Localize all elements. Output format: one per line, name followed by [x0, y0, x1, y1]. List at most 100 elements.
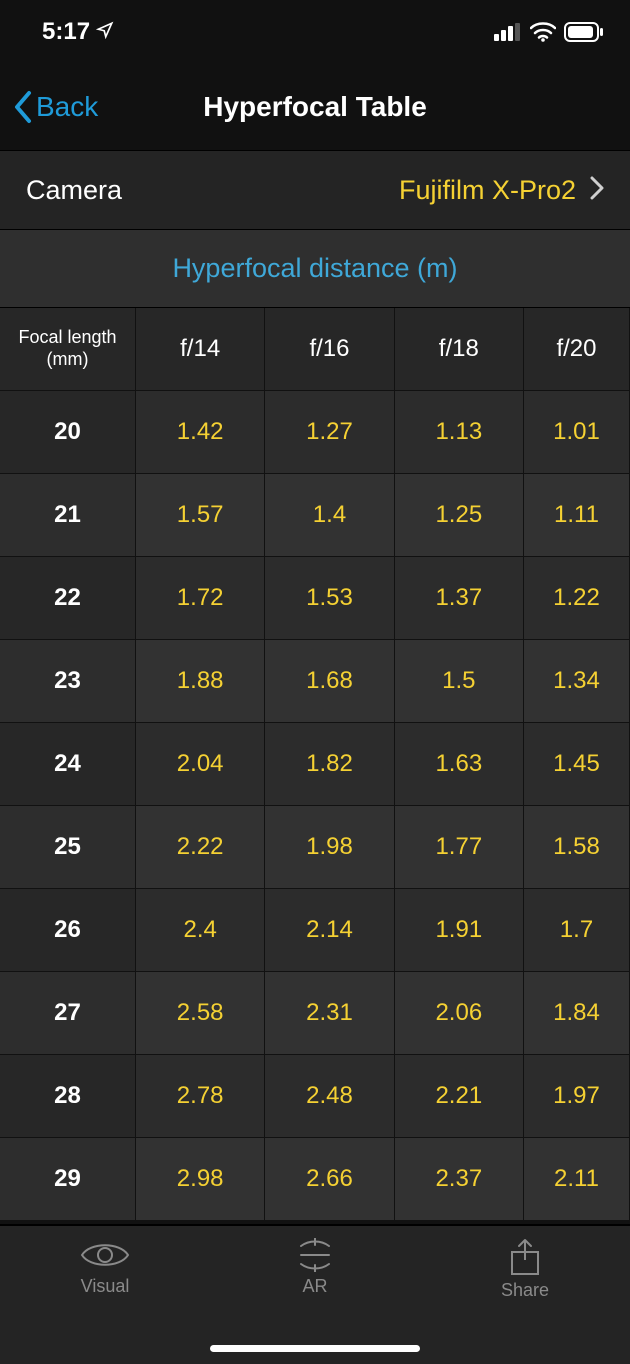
- tab-label: AR: [302, 1276, 327, 1297]
- table-row: 211.571.41.251.11: [0, 474, 630, 557]
- value-cell: 1.53: [265, 557, 394, 640]
- value-cell: 1.91: [395, 889, 524, 972]
- table-row: 231.881.681.51.34: [0, 640, 630, 723]
- value-cell: 1.82: [265, 723, 394, 806]
- value-cell: 2.78: [136, 1055, 265, 1138]
- value-cell: 1.11: [524, 474, 630, 557]
- value-cell: 2.98: [136, 1138, 265, 1221]
- value-cell: 1.98: [265, 806, 394, 889]
- status-bar: 5:17: [0, 0, 630, 64]
- value-cell: 1.84: [524, 972, 630, 1055]
- value-cell: 2.37: [395, 1138, 524, 1221]
- value-cell: 2.48: [265, 1055, 394, 1138]
- aperture-header[interactable]: f/14: [136, 308, 265, 391]
- value-cell: 2.66: [265, 1138, 394, 1221]
- back-button[interactable]: Back: [12, 89, 98, 125]
- value-cell: 1.01: [524, 391, 630, 474]
- table-row: 292.982.662.372.11: [0, 1138, 630, 1221]
- back-label: Back: [36, 91, 98, 123]
- wifi-icon: [530, 22, 556, 42]
- value-cell: 2.31: [265, 972, 394, 1055]
- value-cell: 1.58: [524, 806, 630, 889]
- nav-bar: Back Hyperfocal Table: [0, 64, 630, 150]
- value-cell: 1.72: [136, 557, 265, 640]
- camera-value-wrap: Fujifilm X-Pro2: [399, 175, 604, 206]
- value-cell: 1.57: [136, 474, 265, 557]
- value-cell: 1.7: [524, 889, 630, 972]
- aperture-header[interactable]: f/18: [395, 308, 524, 391]
- focal-length-header-line1: Focal length: [18, 327, 116, 349]
- battery-icon: [564, 22, 604, 42]
- value-cell: 1.88: [136, 640, 265, 723]
- home-indicator[interactable]: [210, 1345, 420, 1352]
- value-cell: 2.58: [136, 972, 265, 1055]
- value-cell: 1.45: [524, 723, 630, 806]
- table-row: 252.221.981.771.58: [0, 806, 630, 889]
- value-cell: 1.97: [524, 1055, 630, 1138]
- value-cell: 1.77: [395, 806, 524, 889]
- table-row: 221.721.531.371.22: [0, 557, 630, 640]
- focal-length-header-line2: (mm): [18, 349, 116, 371]
- camera-value: Fujifilm X-Pro2: [399, 175, 576, 206]
- value-cell: 2.11: [524, 1138, 630, 1221]
- value-cell: 1.13: [395, 391, 524, 474]
- value-cell: 2.22: [136, 806, 265, 889]
- value-cell: 1.68: [265, 640, 394, 723]
- tab-share[interactable]: Share: [425, 1238, 625, 1301]
- camera-label: Camera: [26, 175, 122, 206]
- value-cell: 2.14: [265, 889, 394, 972]
- focal-length-cell[interactable]: 27: [0, 972, 136, 1055]
- value-cell: 1.22: [524, 557, 630, 640]
- tab-bar: Visual AR Share: [0, 1224, 630, 1364]
- table-body[interactable]: 201.421.271.131.01211.571.41.251.11221.7…: [0, 391, 630, 1221]
- value-cell: 1.37: [395, 557, 524, 640]
- location-icon: [96, 18, 114, 46]
- value-cell: 1.42: [136, 391, 265, 474]
- aperture-header[interactable]: f/16: [265, 308, 394, 391]
- value-cell: 1.34: [524, 640, 630, 723]
- tab-visual[interactable]: Visual: [5, 1238, 205, 1297]
- table-row: 282.782.482.211.97: [0, 1055, 630, 1138]
- aperture-header[interactable]: f/20: [524, 308, 630, 391]
- focal-length-cell[interactable]: 28: [0, 1055, 136, 1138]
- tab-label: Share: [501, 1280, 549, 1301]
- focal-length-cell[interactable]: 29: [0, 1138, 136, 1221]
- tab-label: Visual: [81, 1276, 130, 1297]
- value-cell: 2.4: [136, 889, 265, 972]
- eye-icon: [80, 1238, 130, 1272]
- value-cell: 1.5: [395, 640, 524, 723]
- value-cell: 1.25: [395, 474, 524, 557]
- focal-length-cell[interactable]: 24: [0, 723, 136, 806]
- status-left: 5:17: [42, 18, 114, 46]
- focal-length-cell[interactable]: 26: [0, 889, 136, 972]
- ar-icon: [295, 1238, 335, 1272]
- value-cell: 1.4: [265, 474, 394, 557]
- focal-length-cell[interactable]: 21: [0, 474, 136, 557]
- focal-length-cell[interactable]: 20: [0, 391, 136, 474]
- status-time: 5:17: [42, 18, 90, 46]
- value-cell: 2.21: [395, 1055, 524, 1138]
- chevron-right-icon: [590, 176, 604, 205]
- status-right: [494, 22, 604, 42]
- value-cell: 2.06: [395, 972, 524, 1055]
- table-row: 242.041.821.631.45: [0, 723, 630, 806]
- focal-length-cell[interactable]: 25: [0, 806, 136, 889]
- focal-length-cell[interactable]: 23: [0, 640, 136, 723]
- focal-length-header: Focal length (mm): [0, 308, 136, 391]
- distance-header: Hyperfocal distance (m): [0, 230, 630, 308]
- page-title: Hyperfocal Table: [203, 91, 427, 123]
- focal-length-cell[interactable]: 22: [0, 557, 136, 640]
- cellular-icon: [494, 23, 522, 41]
- table-row: 262.42.141.911.7: [0, 889, 630, 972]
- table-header-row: Focal length (mm) f/14 f/16 f/18 f/20: [0, 308, 630, 391]
- value-cell: 1.63: [395, 723, 524, 806]
- hyperfocal-table: Focal length (mm) f/14 f/16 f/18 f/20 20…: [0, 308, 630, 1221]
- share-icon: [508, 1238, 542, 1276]
- value-cell: 2.04: [136, 723, 265, 806]
- tab-ar[interactable]: AR: [215, 1238, 415, 1297]
- table-row: 272.582.312.061.84: [0, 972, 630, 1055]
- value-cell: 1.27: [265, 391, 394, 474]
- table-row: 201.421.271.131.01: [0, 391, 630, 474]
- chevron-left-icon: [12, 89, 36, 125]
- camera-row[interactable]: Camera Fujifilm X-Pro2: [0, 150, 630, 230]
